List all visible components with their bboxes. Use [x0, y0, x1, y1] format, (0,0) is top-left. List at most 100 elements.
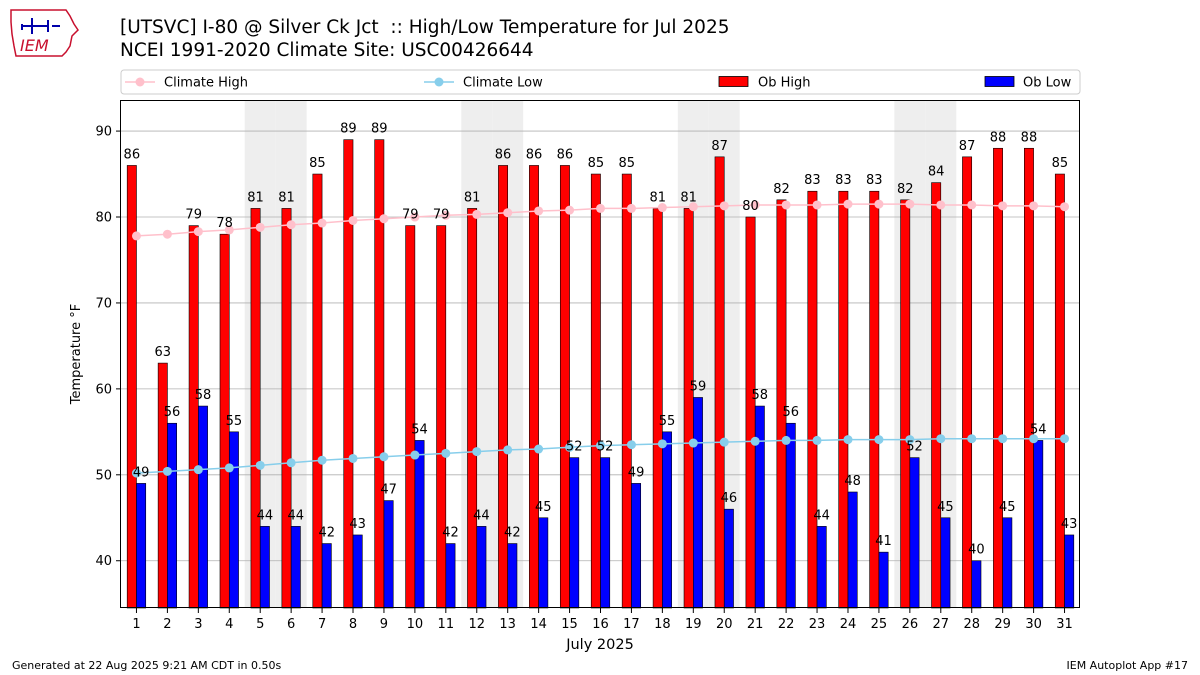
- ob-high-value-label: 82: [897, 182, 914, 197]
- climate-low-point: [286, 458, 296, 468]
- footer-generated-text: Generated at 22 Aug 2025 9:21 AM CDT in …: [12, 659, 282, 672]
- legend-climate-low-marker: [434, 77, 444, 87]
- x-tick-label: 5: [256, 617, 264, 632]
- ob-high-value-label: 89: [340, 122, 357, 137]
- x-axis-ticks: 1 2 3 4 5 6 7 8 9 10 11 12 13 14 15 16 17 18 19 20 21 22 23 24 2…: [132, 608, 1073, 632]
- x-tick-label: 31: [1056, 617, 1073, 632]
- x-axis-label: July 2025: [565, 637, 634, 653]
- climate-low-point: [379, 452, 389, 462]
- ob-high-bar: [250, 208, 261, 609]
- climate-high-point: [750, 200, 760, 210]
- y-tick-label: 50: [95, 468, 112, 483]
- ob-high-bar: [962, 156, 973, 609]
- ob-low-bar: [569, 457, 580, 609]
- ob-high-bar: [590, 173, 601, 609]
- x-tick-label: 9: [380, 617, 388, 632]
- ob-low-value-label: 45: [535, 500, 552, 515]
- y-tick-label: 80: [95, 211, 112, 226]
- x-tick-label: 3: [194, 617, 202, 632]
- ob-high-value-label: 85: [619, 156, 636, 171]
- x-tick-label: 14: [530, 617, 547, 632]
- climate-high-point: [1029, 201, 1039, 211]
- climate-high-point: [719, 201, 729, 211]
- climate-high-point: [317, 218, 327, 228]
- ob-high-bar: [621, 173, 632, 609]
- ob-low-bar: [971, 560, 982, 609]
- ob-low-value-label: 58: [752, 388, 769, 403]
- x-tick-label: 13: [499, 617, 516, 632]
- ob-high-value-label: 82: [773, 182, 790, 197]
- ob-low-bar: [321, 543, 332, 609]
- ob-high-bar: [745, 216, 756, 609]
- ob-low-bar: [228, 431, 239, 609]
- ob-high-bar: [1054, 173, 1065, 609]
- climate-high-point: [565, 205, 575, 215]
- legend-ob-low-swatch: [984, 76, 1015, 87]
- ob-low-bar: [538, 517, 549, 609]
- climate-high-point: [131, 231, 141, 241]
- ob-high-value-label: 88: [1021, 130, 1038, 145]
- ob-low-value-label: 49: [628, 465, 645, 480]
- x-tick-label: 6: [287, 617, 295, 632]
- ob-low-bar: [631, 483, 642, 609]
- legend-climate-low: Climate Low: [424, 76, 543, 91]
- climate-low-point: [441, 448, 451, 458]
- ob-low-value-label: 56: [164, 405, 181, 420]
- x-tick-label: 28: [963, 617, 980, 632]
- legend-climate-low-label: Climate Low: [463, 76, 543, 91]
- x-tick-label: 17: [623, 617, 640, 632]
- ob-low-value-label: 42: [442, 526, 459, 541]
- x-tick-label: 22: [778, 617, 795, 632]
- logo-text: IEM: [20, 36, 49, 55]
- ob-high-value-label: 81: [649, 190, 666, 205]
- climate-low-point: [503, 445, 513, 455]
- ob-low-value-label: 47: [380, 483, 397, 498]
- ob-high-value-label: 63: [154, 345, 171, 360]
- ob-low-value-label: 44: [813, 508, 830, 523]
- x-tick-label: 25: [871, 617, 888, 632]
- legend-ob-high: Ob High: [718, 76, 811, 91]
- ob-high-value-label: 81: [680, 190, 697, 205]
- ob-high-bar: [652, 208, 663, 609]
- ob-high-value-label: 87: [959, 139, 976, 154]
- ob-high-value-label: 80: [742, 199, 759, 214]
- climate-low-point: [812, 435, 822, 445]
- climate-low-point: [936, 434, 946, 444]
- legend-ob-low: Ob Low: [984, 76, 1072, 91]
- x-tick-label: 23: [809, 617, 826, 632]
- climate-high-point: [286, 220, 296, 230]
- climate-low-point: [998, 434, 1008, 444]
- climate-high-point: [348, 215, 358, 225]
- ob-low-bar: [600, 457, 611, 609]
- ob-high-value-label: 84: [928, 165, 945, 180]
- climate-low-point: [317, 455, 327, 465]
- ob-high-value-label: 79: [402, 208, 419, 223]
- x-tick-label: 11: [438, 617, 455, 632]
- ob-low-bar: [1002, 517, 1013, 609]
- ob-low-value-label: 44: [257, 508, 274, 523]
- plot-frame: [120, 100, 1080, 608]
- x-tick-label: 24: [840, 617, 857, 632]
- ob-low-value-label: 42: [504, 526, 521, 541]
- climate-low-point: [255, 460, 265, 470]
- ob-high-bar: [559, 165, 570, 609]
- ob-low-value-label: 41: [875, 534, 892, 549]
- ob-high-value-label: 83: [804, 173, 821, 188]
- climate-low-point: [162, 466, 172, 476]
- climate-high-point: [534, 206, 544, 216]
- ob-high-value-label: 86: [495, 147, 512, 162]
- climate-low-point: [874, 435, 884, 445]
- ob-low-value-label: 49: [133, 465, 150, 480]
- legend-ob-high-swatch: [718, 76, 749, 87]
- climate-low-point: [193, 465, 203, 475]
- ob-low-value-label: 56: [782, 405, 799, 420]
- climate-high-point: [596, 203, 605, 213]
- ob-low-value-label: 52: [597, 440, 614, 455]
- ob-low-value-label: 43: [1061, 517, 1078, 532]
- climate-low-point: [843, 435, 853, 445]
- climate-low-point: [905, 435, 915, 445]
- ob-low-value-label: 58: [195, 388, 212, 403]
- ob-high-value-label: 81: [464, 190, 481, 205]
- x-tick-label: 30: [1025, 617, 1042, 632]
- ob-high-bar: [374, 139, 385, 609]
